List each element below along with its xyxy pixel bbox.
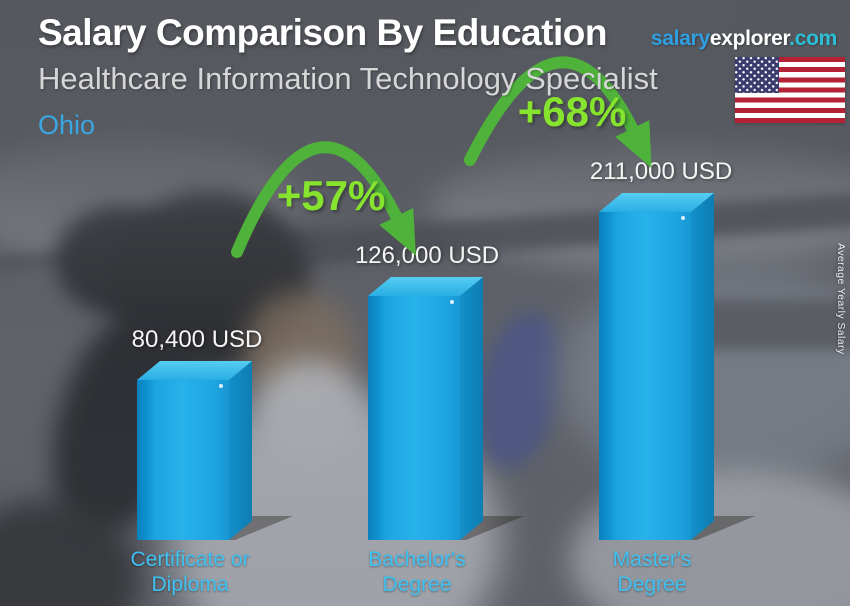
job-title: Healthcare Information Technology Specia… — [38, 61, 658, 96]
bar-side-face — [229, 361, 252, 540]
us-flag-icon — [735, 57, 845, 123]
brand-part-salary: salary — [650, 27, 710, 50]
brand-part-com: .com — [789, 27, 837, 50]
bar-top-face — [368, 277, 483, 296]
page-title: Salary Comparison By Education — [38, 12, 607, 53]
category-line: Diploma — [151, 572, 229, 596]
bar-top-face — [137, 361, 252, 380]
bar-front-face — [137, 380, 229, 540]
bar-bachelors-degree — [368, 277, 524, 540]
bar-certificate-diploma — [137, 361, 293, 540]
bar-front-face — [599, 212, 691, 540]
category-line: Degree — [617, 572, 687, 596]
category-label-certificate: Certificate or Diploma — [80, 548, 300, 598]
value-label-certificate: 80,400 USD — [131, 326, 263, 353]
bar-masters-degree — [599, 193, 755, 540]
region-label: Ohio — [38, 110, 96, 140]
value-label-masters: 211,000 USD — [589, 158, 733, 185]
brand-link[interactable]: salaryexplorer.com — [651, 27, 837, 51]
category-line: Certificate or — [130, 548, 250, 571]
us-flag-canton — [735, 57, 779, 93]
brand-part-explorer: explorer — [709, 27, 790, 50]
category-line: Degree — [382, 572, 452, 596]
category-line: Master's — [612, 548, 692, 571]
increase-percent-1: +57% — [276, 172, 386, 219]
category-label-masters: Master's Degree — [542, 548, 762, 598]
value-label-bachelors: 126,000 USD — [354, 242, 500, 269]
category-label-bachelors: Bachelor's Degree — [307, 548, 527, 598]
bar-top-face — [599, 193, 714, 212]
category-line: Bachelor's — [368, 548, 466, 571]
bar-side-face — [460, 277, 483, 540]
bar-front-face — [368, 296, 460, 540]
y-axis-label: Average Yearly Salary — [835, 243, 847, 355]
bar-side-face — [691, 193, 714, 540]
